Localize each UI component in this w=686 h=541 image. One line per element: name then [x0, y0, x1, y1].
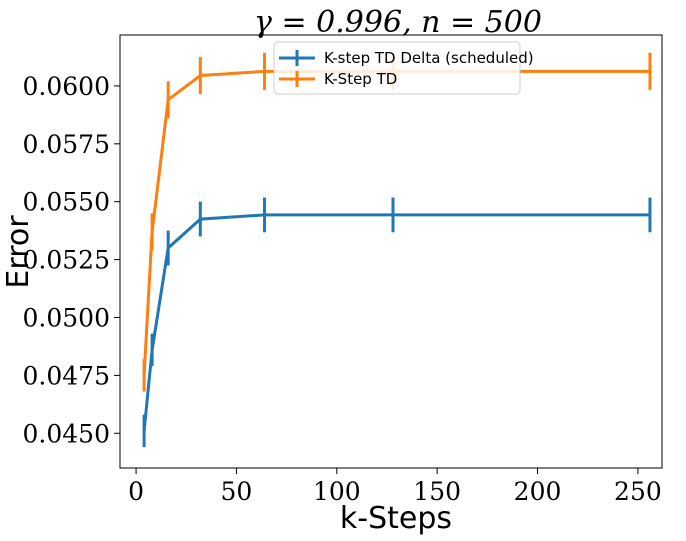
series-layer — [142, 52, 652, 448]
x-tick-label: 150 — [413, 477, 461, 506]
legend-label: K-Step TD — [324, 70, 397, 88]
y-tick-label: 0.0575 — [23, 130, 110, 159]
x-tick-label: 250 — [614, 477, 662, 506]
legend: K-step TD Delta (scheduled) K-Step TD — [273, 41, 534, 95]
legend-label: K-step TD Delta (scheduled) — [324, 49, 534, 67]
plot-area — [119, 34, 663, 469]
y-axis: 0.0450 0.0475 0.0500 0.0525 0.0550 0.0575 0.06… — [23, 72, 120, 448]
x-tick-label: 100 — [313, 477, 361, 506]
series-line — [142, 69, 650, 376]
y-tick-label: 0.0550 — [23, 188, 110, 217]
chart-title: γ = 0.996, n = 500 — [254, 5, 542, 40]
y-tick-label: 0.0475 — [23, 361, 110, 390]
plot-frame — [119, 34, 663, 469]
x-axis: 0 50 100 150 200 250 — [128, 468, 662, 506]
x-tick-label: 50 — [221, 477, 253, 506]
x-tick-label: 0 — [128, 477, 144, 506]
x-axis-title: k-Steps — [340, 501, 452, 536]
series-1 — [142, 52, 652, 392]
legend-box — [273, 41, 521, 95]
y-axis-title: Error — [1, 215, 36, 289]
y-tick-label: 0.0500 — [23, 303, 110, 332]
series-line — [142, 213, 650, 432]
y-tick-label: 0.0450 — [23, 419, 110, 448]
series-0 — [142, 197, 652, 448]
y-tick-label: 0.0600 — [23, 72, 110, 101]
x-tick-label: 200 — [514, 477, 562, 506]
y-tick-label: 0.0525 — [23, 246, 110, 275]
